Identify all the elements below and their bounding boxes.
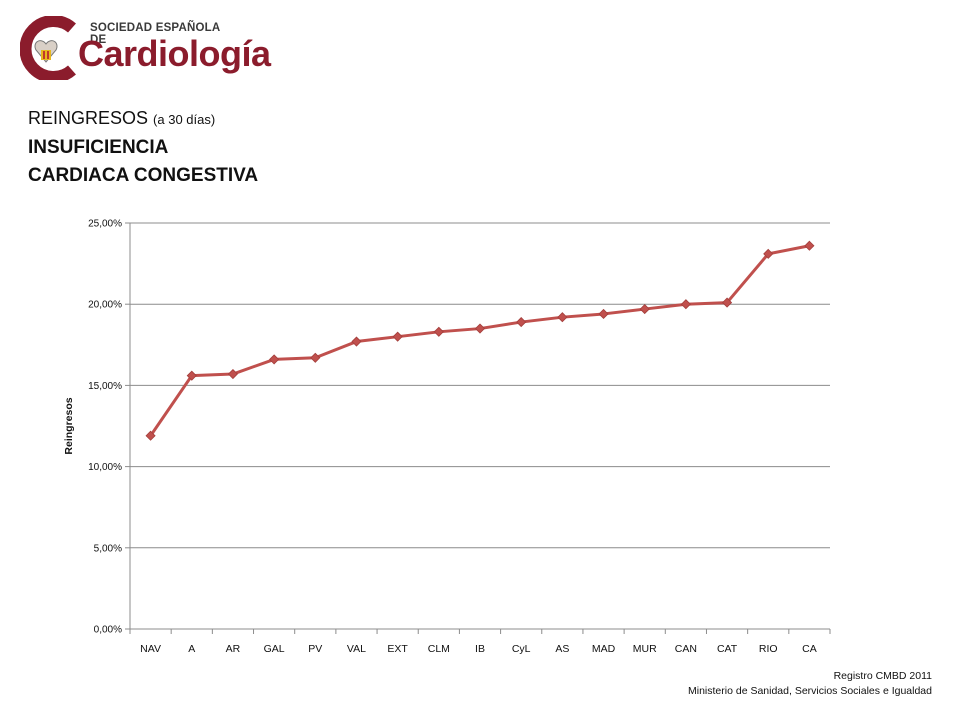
y-tick-label: 25,00% [88, 219, 122, 230]
data-point-PV [310, 352, 321, 363]
x-tick-label: IB [475, 643, 485, 655]
data-point-GAL [269, 354, 280, 365]
series-line [149, 244, 810, 437]
x-tick-label: CAT [717, 643, 738, 655]
y-tick-label: 0,00% [94, 625, 122, 636]
source-line-2: Ministerio de Sanidad, Servicios Sociale… [688, 685, 932, 697]
source-line-1: Registro CMBD 2011 [833, 670, 932, 682]
data-point-AR [227, 368, 239, 380]
source-note: Registro CMBD 2011 Ministerio de Sanidad… [688, 669, 932, 699]
heart-emblem-icon [20, 16, 76, 80]
x-tick-label: EXT [387, 643, 408, 655]
data-point-RIO [763, 248, 774, 259]
y-tick-label: 20,00% [88, 300, 122, 311]
data-point-CyL [516, 316, 527, 328]
data-point-A [186, 370, 197, 381]
data-point-CAT [721, 297, 733, 308]
x-tick-label: VAL [347, 643, 366, 655]
data-point-CLM [433, 326, 444, 337]
title-line-3: CARDIACA CONGESTIVA [28, 165, 259, 186]
x-tick-label: RIO [759, 643, 778, 655]
x-tick-label: AR [226, 643, 241, 655]
logo-wordmark: Cardiología [78, 33, 271, 74]
x-tick-label: CAN [675, 643, 697, 655]
title-qualifier: (a 30 días) [153, 112, 216, 127]
y-tick-label: 5,00% [94, 543, 122, 554]
x-tick-label: CLM [428, 643, 450, 655]
data-point-AS [557, 312, 568, 323]
logo: SOCIEDAD ESPAÑOLA DE Cardiología [20, 16, 271, 80]
title-main: REINGRESOS [28, 108, 149, 128]
data-point-NAV [145, 430, 156, 441]
data-point-IB [474, 323, 486, 334]
x-tick-label: PV [308, 643, 322, 655]
x-tick-label: A [188, 643, 195, 655]
data-point-CAN [680, 299, 691, 310]
data-point-CA [804, 240, 815, 251]
x-tick-label: MUR [633, 643, 657, 655]
y-axis-label: Reingresos [63, 397, 75, 454]
x-tick-label: CA [802, 643, 817, 655]
title-line-2: INSUFICIENCIA [28, 137, 169, 158]
y-tick-label: 10,00% [88, 462, 122, 473]
y-tick-label: 15,00% [88, 381, 122, 392]
data-point-MUR [639, 304, 650, 315]
data-point-VAL [351, 336, 362, 347]
x-tick-label: CyL [512, 643, 531, 655]
page-title: REINGRESOS (a 30 días) INSUFICIENCIA CAR… [28, 104, 258, 190]
data-point-EXT [392, 331, 403, 342]
data-point-MAD [598, 308, 609, 320]
x-tick-label: MAD [592, 643, 616, 655]
x-tick-label: AS [555, 643, 569, 655]
logo-superscript: SOCIEDAD ESPAÑOLA DE [90, 22, 220, 46]
x-tick-label: GAL [264, 643, 285, 655]
x-tick-label: NAV [140, 643, 161, 655]
